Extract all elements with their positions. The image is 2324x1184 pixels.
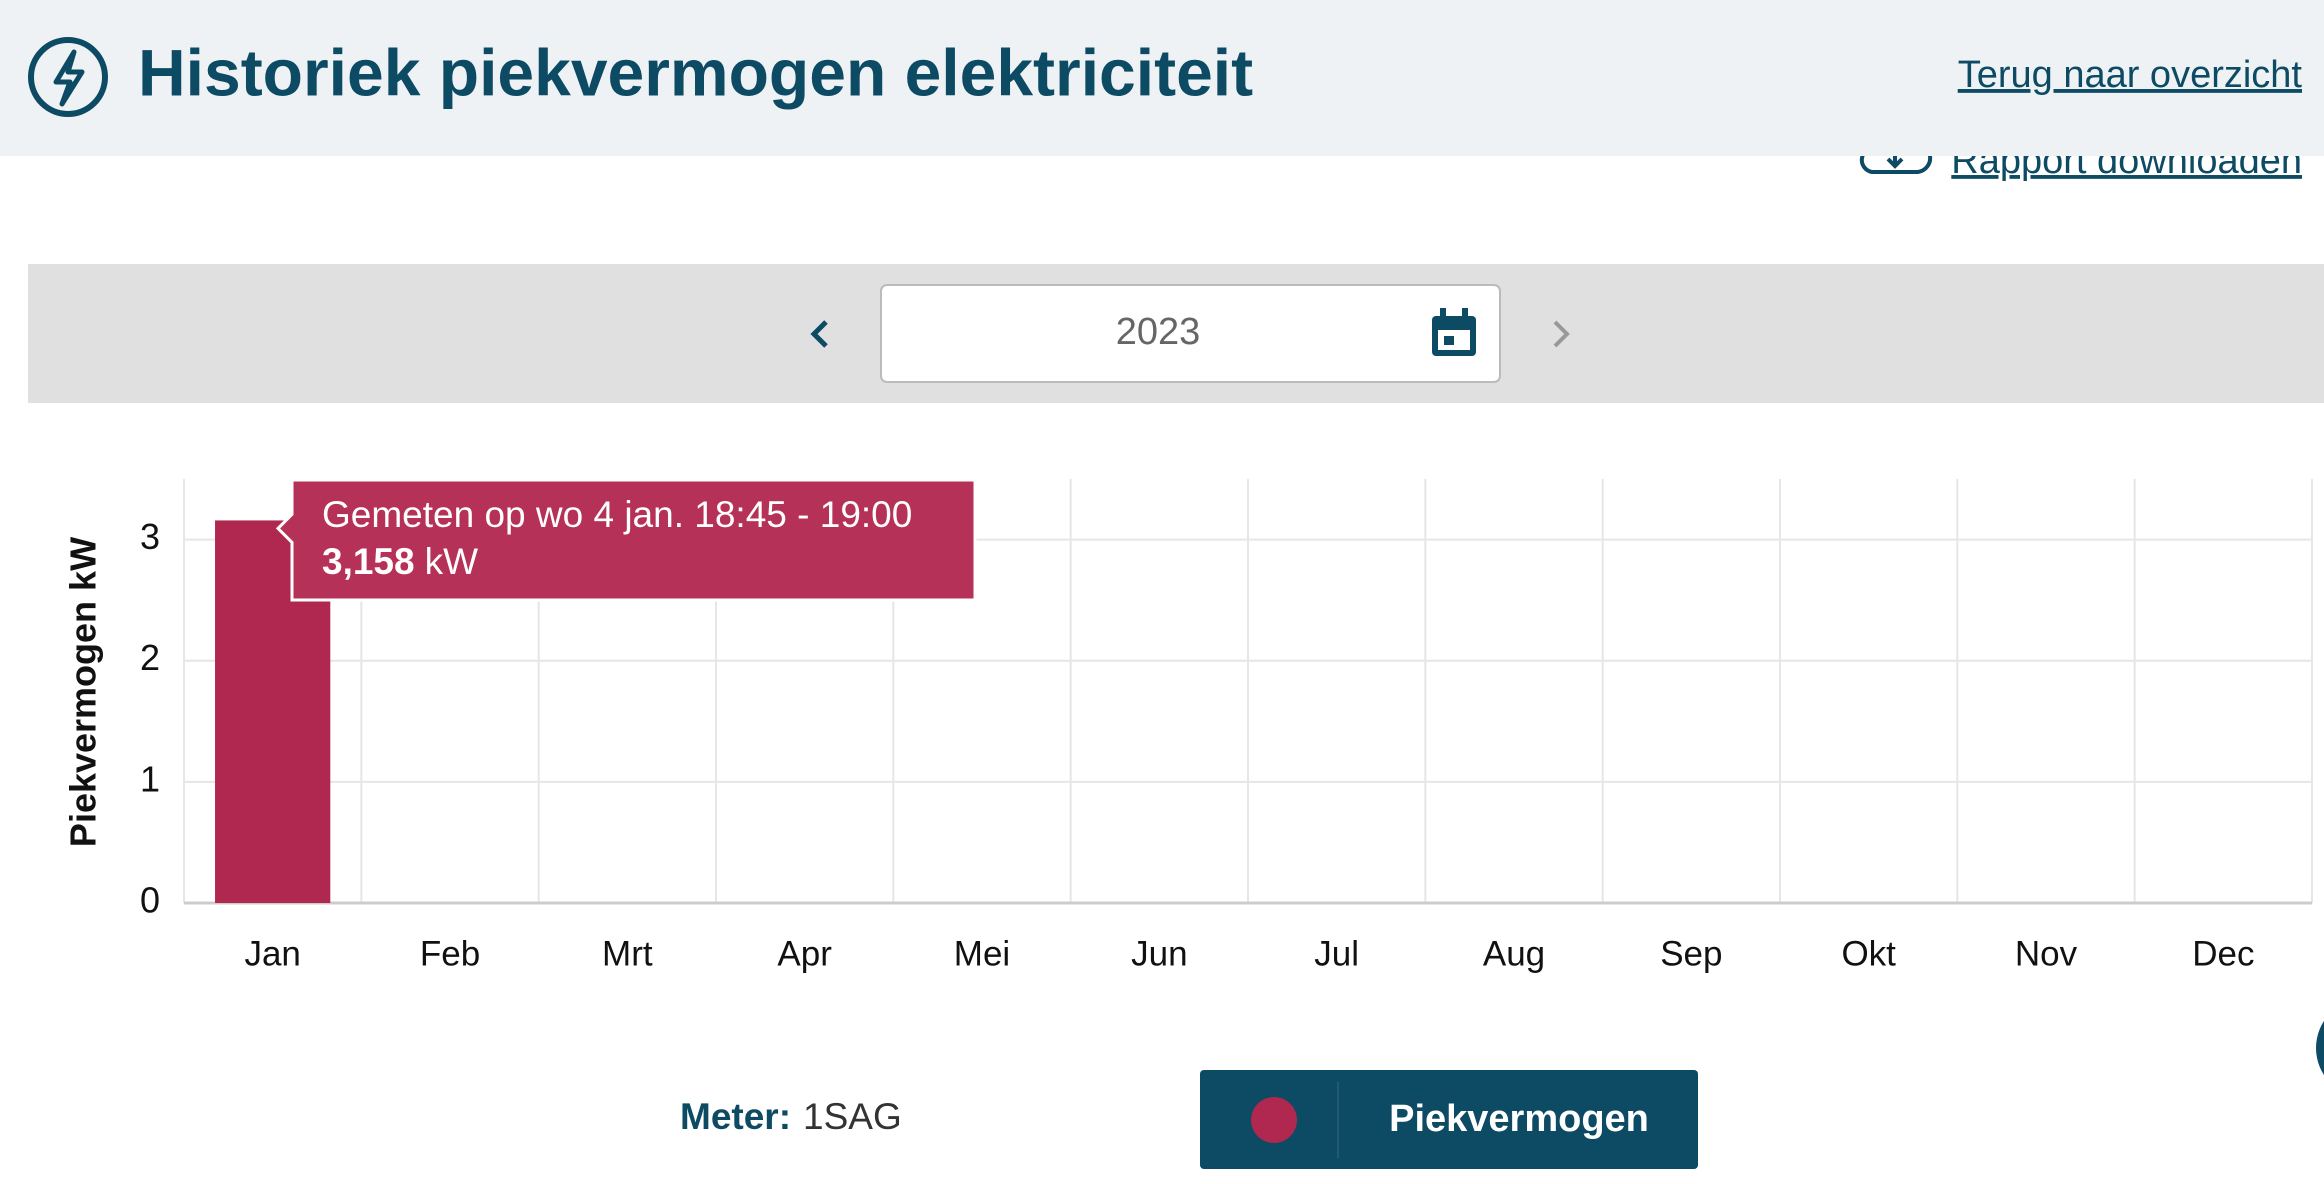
meter: Meter: 1SAG: [680, 1096, 902, 1137]
meter-label: Meter:: [680, 1096, 791, 1137]
x-tick-label: Apr: [777, 934, 832, 973]
y-tick-label: 1: [140, 758, 160, 799]
x-tick-label: Okt: [1841, 934, 1896, 973]
prev-button[interactable]: [810, 320, 828, 348]
x-tick-label: Aug: [1483, 934, 1545, 973]
calendar-icon[interactable]: [1432, 308, 1476, 356]
legend-label: Piekvermogen: [1389, 1098, 1649, 1140]
header-icon: [28, 37, 108, 117]
x-tick-label: Feb: [420, 934, 480, 973]
x-tick-label: Nov: [2015, 934, 2078, 973]
y-tick-label: 2: [140, 637, 160, 678]
y-tick-label: 0: [140, 880, 160, 921]
tooltip-box: [275, 478, 977, 602]
header-bg: [0, 0, 2324, 156]
bolt-icon: [53, 49, 85, 107]
page-title: Historiek piekvermogen elektriciteit: [138, 35, 1253, 109]
x-tick-label: Jun: [1131, 934, 1187, 973]
x-tick-label: Mrt: [602, 934, 653, 973]
back-link[interactable]: Terug naar overzicht: [1958, 54, 2303, 96]
tooltip-title: Gemeten op wo 4 jan. 18:45 - 19:00: [322, 494, 912, 535]
tooltip-number: 3,158: [322, 541, 415, 582]
y-axis-title: Piekvermogen kW: [63, 537, 104, 847]
meter-id: 1SAG: [803, 1096, 902, 1137]
x-tick-label: Jan: [244, 934, 300, 973]
tooltip-value: 3,158 kW: [322, 541, 478, 582]
next-button[interactable]: [1553, 320, 1570, 348]
x-tick-label: Mei: [954, 934, 1010, 973]
x-tick-label: Sep: [1660, 934, 1722, 973]
y-tick-label: 3: [140, 516, 160, 557]
legend[interactable]: Piekvermogen: [1200, 1070, 1698, 1169]
x-tick-label: Dec: [2192, 934, 2254, 973]
year-value: 2023: [1116, 311, 1201, 353]
help-button[interactable]: [2316, 998, 2324, 1098]
year-input[interactable]: [880, 284, 1501, 383]
tooltip-unit: kW: [425, 541, 479, 582]
x-tick-label: Jul: [1314, 934, 1359, 973]
chart: Piekvermogen kW 0 1 2 3 Jan Feb Mrt Apr Mei Jun Ju…: [63, 478, 2313, 973]
legend-button[interactable]: [1200, 1070, 1698, 1169]
legend-swatch: [1251, 1097, 1297, 1143]
